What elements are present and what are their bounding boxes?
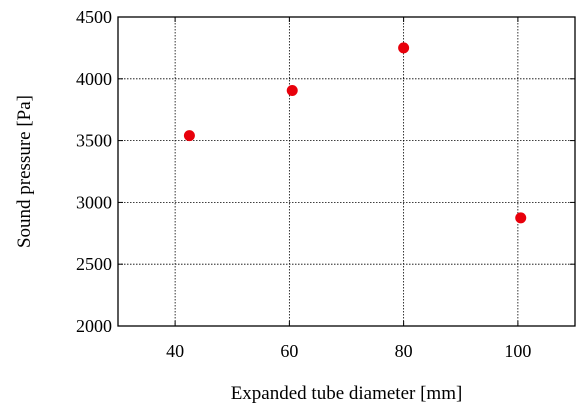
plot-frame [117, 16, 576, 327]
y-tick-label: 4500 [76, 7, 112, 27]
x-tick-label: 40 [166, 341, 184, 361]
y-tick-label: 3500 [76, 131, 112, 151]
data-points [183, 42, 527, 224]
y-axis-label: Sound pressure [Pa] [14, 95, 35, 248]
y-tick-label: 3000 [76, 192, 112, 212]
x-tick-label: 80 [395, 341, 413, 361]
data-point [398, 42, 410, 54]
data-point [286, 85, 298, 97]
ticks [118, 16, 575, 327]
y-tick-label: 4000 [76, 69, 112, 89]
y-tick-label: 2000 [76, 316, 112, 336]
data-point [183, 130, 195, 142]
y-tick-label: 2500 [76, 254, 112, 274]
grid [118, 17, 575, 326]
x-tick-label: 60 [280, 341, 298, 361]
x-axis-label: Expanded tube diameter [mm] [231, 383, 463, 404]
data-point [515, 212, 527, 224]
x-tick-label: 100 [504, 341, 531, 361]
tick-labels: 40 60 80 100 2000 2500 3000 3500 4000 4500 [76, 7, 531, 361]
